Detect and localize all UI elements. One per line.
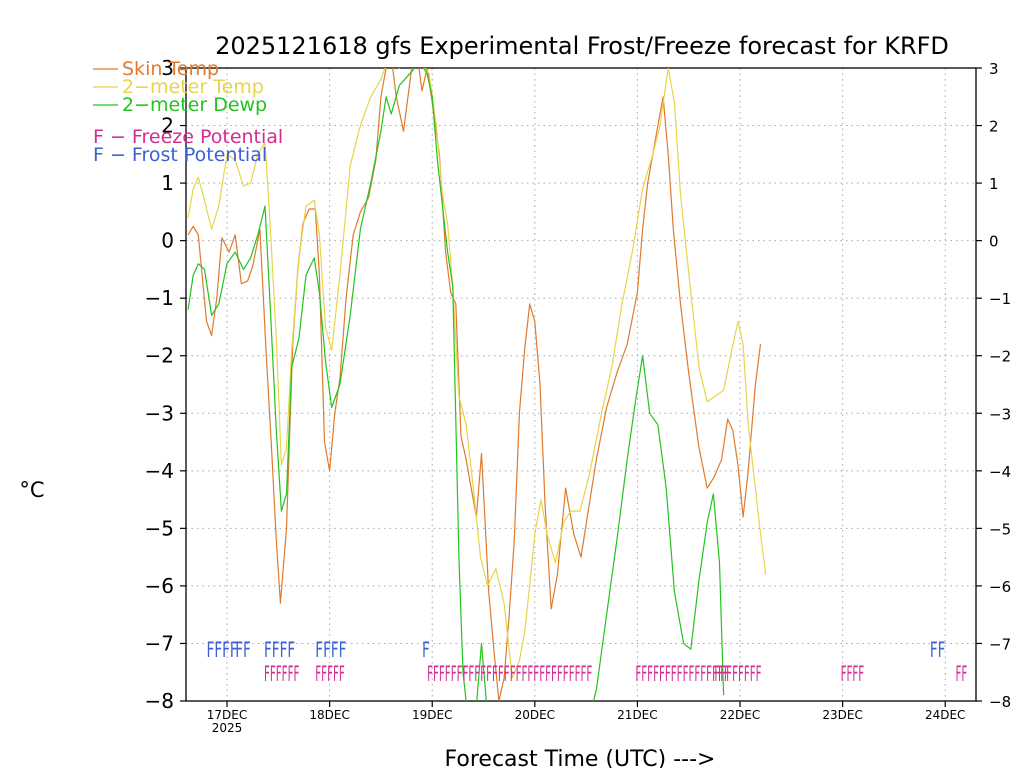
y-tick-label: −2 [145, 344, 174, 368]
y-axis-right: 3 2 1 0 −1 −2 −3 −4 −5 −6 −7 −8 [976, 60, 1011, 711]
y-tick-label-right: −8 [989, 693, 1011, 711]
y-tick-label: −8 [145, 689, 174, 713]
y-tick-label: 3 [161, 56, 174, 80]
plot-frame [185, 67, 977, 702]
frost-flag: FFFF [264, 638, 295, 662]
y-tick-label: −5 [145, 516, 174, 540]
frost-flag: FFFF [315, 638, 346, 662]
series-lines [187, 68, 767, 701]
y-tick-label-right: −2 [989, 348, 1011, 366]
x-axis-label: Forecast Time (UTC) ---> [445, 747, 716, 768]
y-tick-label-right: −7 [989, 635, 1011, 653]
x-tick-label: 24DEC [925, 708, 965, 722]
chart-title: 2025121618 gfs Experimental Frost/Freeze… [215, 32, 949, 60]
x-tick-label: 17DEC [207, 708, 247, 722]
legend-label: 2−meter Dewp [122, 94, 267, 116]
y-tick-label: −6 [145, 574, 174, 598]
x-tick-label: 18DEC [309, 708, 349, 722]
y-tick-label: −1 [145, 286, 174, 310]
y-axis-label: °C [19, 478, 44, 502]
y-tick-label: 1 [161, 171, 174, 195]
y-tick-label: −4 [145, 459, 174, 483]
y-tick-label-right: −1 [989, 290, 1011, 308]
legend-marker-text: − Freeze Potential [104, 126, 283, 148]
y-tick-label: −3 [145, 401, 174, 425]
y-tick-label-right: −6 [989, 578, 1011, 596]
series-line [187, 68, 767, 679]
freeze-flag: FFFFF [315, 662, 345, 686]
legend-marker: F − Frost Potential [93, 144, 267, 166]
legend-marker-text: − Frost Potential [104, 144, 267, 166]
legend-marker: F − Freeze Potential [93, 126, 283, 148]
grid [186, 68, 976, 701]
y-tick-label-right: 3 [989, 60, 999, 78]
legend-marker-letter: F [93, 126, 104, 148]
y-tick-label: 2 [161, 114, 174, 138]
legend-label: 2−meter Temp [122, 76, 264, 98]
x-tick-label: 20DEC [515, 708, 555, 722]
freeze-flag: FFFFFFFFFFFFFFFFFFFFFFFFFFFF [427, 662, 592, 686]
freeze-flag: FF [955, 662, 967, 686]
y-tick-label: 0 [161, 229, 174, 253]
y-tick-label-right: −4 [989, 463, 1011, 481]
x-tick-label: 23DEC [822, 708, 862, 722]
legend-label: Skin Temp [122, 58, 219, 80]
potential-flags: FFFFFF FFFF FFFF F FFFFFFFF FFFFF FFFFFFFFFFFF… [207, 638, 968, 686]
y-tick-label-right: 2 [989, 118, 999, 136]
y-tick-label: −7 [145, 631, 174, 655]
y-tick-label-right: 1 [989, 175, 999, 193]
y-axis-left: 3 2 1 0 −1 −2 −3 −4 −5 −6 −7 −8 [145, 56, 186, 713]
y-tick-label-right: −5 [989, 520, 1011, 538]
series-line [187, 68, 725, 701]
freeze-flag: FFFFFF [264, 662, 299, 686]
freeze-flag: FFFF [841, 662, 865, 686]
x-tick-label: 21DEC [617, 708, 657, 722]
frost-flag: FFFF [207, 638, 238, 662]
freeze-flag: FFFFFFFFFFFFFFFF [635, 662, 729, 686]
frost-flag: FF [235, 638, 251, 662]
y-tick-label-right: 0 [989, 233, 999, 251]
x-tick-label: 19DEC [412, 708, 452, 722]
series-line [187, 68, 762, 701]
legend-marker-letter: F [93, 144, 104, 166]
frost-flag: FF [930, 638, 946, 662]
frost-flag: F [422, 638, 430, 662]
x-tick-sublabel: 2025 [212, 721, 243, 735]
y-tick-label-right: −3 [989, 405, 1011, 423]
x-tick-label: 22DEC [720, 708, 760, 722]
freeze-flag: FFFFFFFF [714, 662, 761, 686]
